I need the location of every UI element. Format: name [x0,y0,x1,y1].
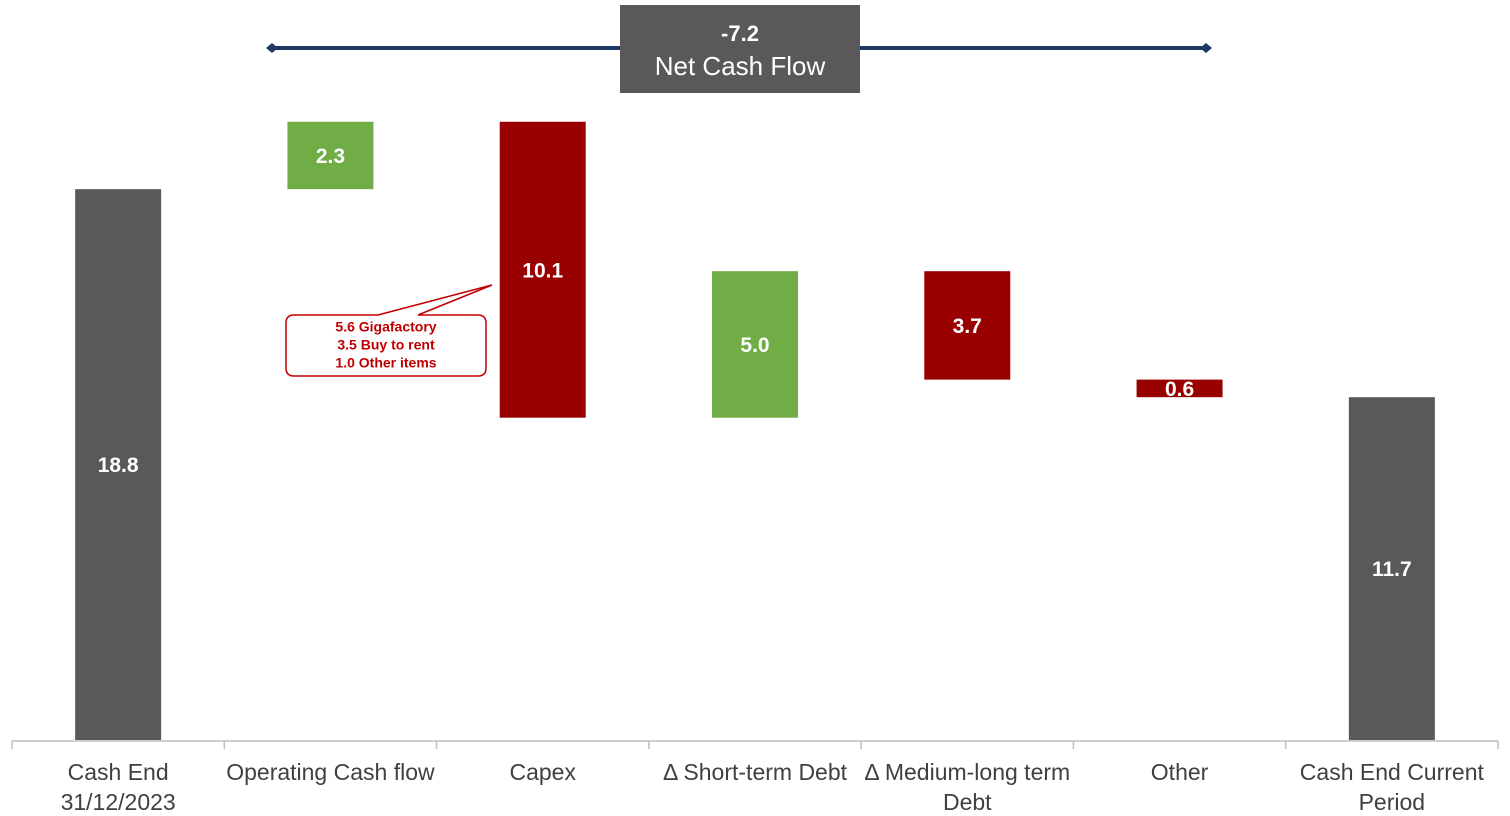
x-tick-label: Δ Short-term Debt [662,759,848,785]
bar [1348,397,1435,740]
bar [924,271,1011,380]
bar [499,121,586,418]
x-tick-label: Operating Cash flow [226,759,435,785]
data-label: 0.6 [1165,378,1194,401]
net-label: Net Cash Flow [655,51,826,81]
bar [1136,379,1223,398]
bar [287,121,374,190]
callout-line: 3.5 Buy to rent [337,337,435,353]
x-tick-label: Capex [509,759,576,785]
data-label: 3.7 [953,315,982,338]
bar [75,189,162,740]
net-value: -7.2 [721,21,759,46]
data-label: 10.1 [522,259,563,282]
callout-line: 5.6 Gigafactory [335,319,436,335]
net-box [620,5,860,93]
x-tick-label: Cash End Current Period [1299,759,1484,815]
bar [712,271,798,418]
data-label: 5.0 [740,334,769,357]
data-label: 11.7 [1372,558,1412,581]
data-label: 2.3 [316,145,345,168]
x-tick-label: Other [1150,759,1209,785]
x-tick-label: Δ Medium-long term Debt [864,759,1071,815]
data-label: 18.8 [98,454,139,477]
callout-box [285,284,493,377]
x-tick-label: Cash End 31/12/2023 [60,759,176,815]
callout-line: 1.0 Other items [335,355,436,371]
